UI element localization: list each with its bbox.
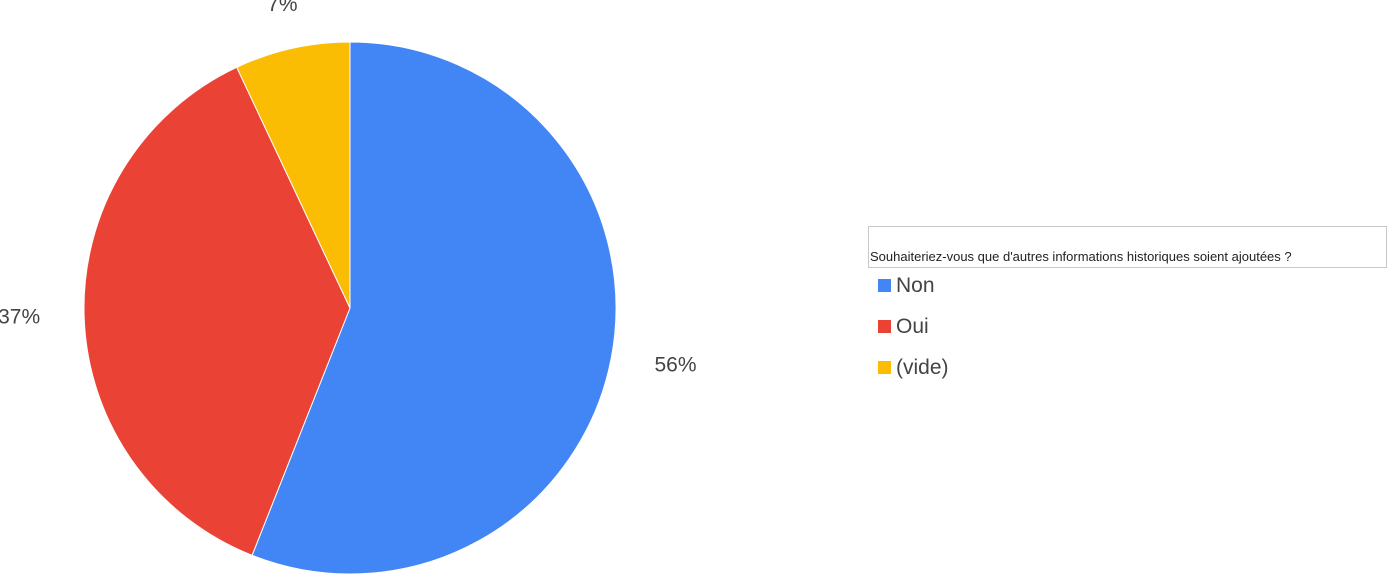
legend-swatch bbox=[878, 361, 891, 374]
legend-item-non[interactable]: Non bbox=[878, 265, 1387, 306]
legend-label: Oui bbox=[896, 314, 929, 338]
slice-value-label: 7% bbox=[267, 0, 297, 16]
legend-title-box: Souhaiteriez-vous que d'autres informati… bbox=[868, 226, 1387, 268]
pie-slices bbox=[83, 41, 617, 574]
legend-item-oui[interactable]: Oui bbox=[878, 306, 1387, 347]
legend-swatch bbox=[878, 279, 891, 292]
legend-item-vide[interactable]: (vide) bbox=[878, 347, 1387, 388]
legend-title: Souhaiteriez-vous que d'autres informati… bbox=[870, 249, 1292, 264]
slice-labels: 56% 37% 7% bbox=[0, 0, 697, 377]
pie-slice-vide[interactable] bbox=[236, 41, 351, 309]
legend: Souhaiteriez-vous que d'autres informati… bbox=[868, 226, 1387, 388]
pie-slice-oui[interactable] bbox=[83, 66, 351, 556]
slice-value-label: 56% bbox=[655, 354, 697, 377]
slice-value-label: 37% bbox=[0, 305, 40, 328]
pie-slice-non[interactable] bbox=[251, 41, 617, 574]
pie-chart: 56% 37% 7% bbox=[0, 0, 697, 574]
legend-swatch bbox=[878, 320, 891, 333]
legend-label: Non bbox=[896, 273, 935, 297]
legend-list: Non Oui (vide) bbox=[868, 265, 1387, 388]
legend-label: (vide) bbox=[896, 355, 949, 379]
